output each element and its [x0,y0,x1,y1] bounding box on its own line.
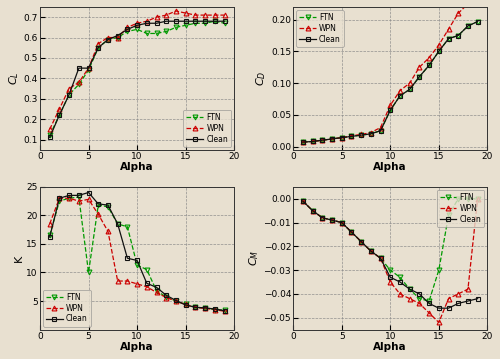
Legend: FTN, WPN, Clean: FTN, WPN, Clean [43,290,91,327]
X-axis label: Alpha: Alpha [120,162,154,172]
Y-axis label: $C_M$: $C_M$ [247,250,260,266]
X-axis label: Alpha: Alpha [374,162,407,172]
Y-axis label: K: K [14,255,24,262]
X-axis label: Alpha: Alpha [120,342,154,352]
Y-axis label: $C_D$: $C_D$ [254,71,268,86]
X-axis label: Alpha: Alpha [374,342,407,352]
Legend: FTN, WPN, Clean: FTN, WPN, Clean [184,110,231,147]
Legend: FTN, WPN, Clean: FTN, WPN, Clean [296,10,344,47]
Y-axis label: $C_L$: $C_L$ [7,71,20,85]
Legend: FTN, WPN, Clean: FTN, WPN, Clean [436,190,484,227]
